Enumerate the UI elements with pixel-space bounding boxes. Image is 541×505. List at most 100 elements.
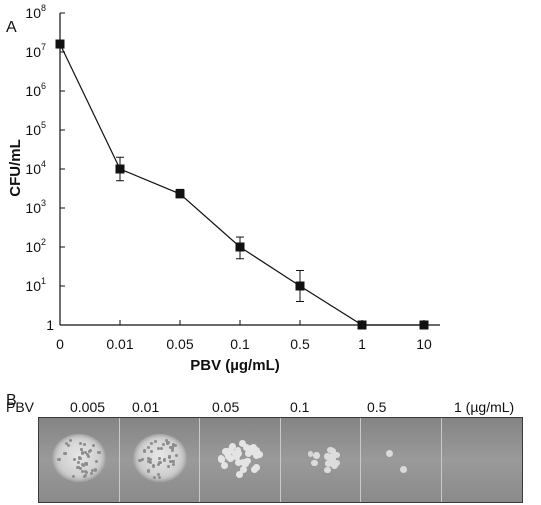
lawn-texture-dot (146, 446, 150, 450)
bacterial-lawn (132, 434, 187, 482)
colony (239, 440, 247, 448)
series-line (59, 43, 424, 326)
lawn-texture-dot (152, 464, 156, 468)
lawn-texture-dot (166, 441, 170, 445)
x-tick-label: 0.01 (106, 336, 133, 352)
x-tick-label: 10 (416, 336, 432, 352)
lawn-texture-dot (148, 457, 153, 461)
lawn-texture-dot (157, 475, 161, 479)
plate-cell (39, 418, 120, 502)
plate-panel: B PBV 0.005 0.01 0.05 0.1 0.5 1 (µg/mL) (0, 392, 541, 505)
lawn-texture-dot (97, 451, 101, 455)
lawn-texture-dot (137, 458, 141, 463)
lawn-texture-dot (78, 466, 82, 470)
lawn-texture-dot (94, 459, 99, 464)
lawn-texture-dot (78, 456, 82, 460)
colony (217, 454, 225, 462)
lawn-texture-dot (147, 457, 151, 461)
data-point (55, 39, 65, 49)
plate-row-label: PBV (6, 399, 35, 415)
colony (325, 460, 333, 467)
lawn-texture-dot (161, 442, 166, 447)
colony (399, 465, 407, 473)
colony (234, 450, 242, 458)
lawn-texture-dot (162, 458, 166, 462)
lawn-texture-dot (65, 441, 69, 445)
lawn-texture-dot (149, 442, 153, 446)
lawn-texture-dot (80, 450, 84, 455)
lawn-texture-dot (93, 468, 98, 472)
data-point (419, 320, 429, 330)
colony (308, 451, 314, 457)
x-tick-label: 0.1 (230, 336, 250, 352)
concentration-label: 1 (µg/mL) (454, 399, 515, 415)
lawn-texture-dot (173, 444, 178, 448)
lawn-texture-dot (80, 469, 85, 474)
colony (240, 465, 247, 473)
lawn-texture-dot (76, 461, 81, 465)
y-tick-label: 1 (46, 317, 54, 333)
colony (333, 451, 340, 459)
colony (250, 465, 258, 473)
x-ticks: 0 0.01 0.05 0.1 0.5 1 10 (56, 320, 432, 352)
lawn-texture-dot (91, 444, 95, 448)
bacterial-lawn (52, 434, 107, 482)
lawn-texture-dot (78, 441, 82, 445)
concentration-label: 0.5 (367, 399, 387, 415)
lawn-texture-dot (79, 447, 83, 452)
colony (385, 449, 393, 457)
lawn-texture-dot (82, 474, 86, 478)
lawn-texture-dot (87, 450, 91, 454)
lawn-texture-dot (140, 458, 144, 462)
lawn-texture-dot (85, 453, 89, 457)
x-axis-label: PBV (µg/mL) (190, 357, 279, 374)
colony (313, 452, 320, 460)
x-tick-label: 1 (358, 336, 366, 352)
colony (324, 466, 331, 474)
data-point (115, 164, 125, 174)
colony (235, 470, 243, 478)
lawn-texture-dot (69, 439, 73, 443)
colony (324, 453, 331, 460)
lawn-texture-dot (66, 443, 71, 447)
colony (232, 453, 240, 461)
agar-plate (38, 417, 523, 503)
panel-a-label: A (6, 19, 17, 36)
lawn-texture-dot (156, 462, 161, 467)
colony (329, 448, 337, 455)
lawn-texture-dot (164, 438, 168, 442)
lawn-texture-dot (91, 468, 95, 473)
colony (245, 449, 253, 457)
colony (256, 451, 264, 458)
lawn-texture-dot (169, 446, 173, 450)
y-tick-label: 101 (25, 276, 46, 294)
y-tick-label: 106 (25, 81, 46, 99)
lawn-texture-dot (171, 448, 175, 452)
y-tick-label: 108 (25, 3, 46, 21)
colony (252, 451, 260, 459)
lawn-texture-dot (158, 461, 162, 465)
lawn-texture-dot (159, 446, 163, 450)
lawn-texture-dot (150, 449, 154, 453)
lawn-texture-dot (142, 449, 147, 453)
lawn-texture-dot (157, 457, 162, 461)
lawn-texture-dot (153, 440, 157, 444)
lawn-texture-dot (56, 458, 60, 462)
plate-cell (361, 418, 442, 502)
colony (311, 459, 318, 467)
x-tick-label: 0 (56, 336, 64, 352)
lawn-texture-dot (83, 442, 87, 446)
lawn-texture-dot (156, 446, 160, 450)
lawn-texture-dot (148, 460, 152, 464)
plate-cell (200, 418, 281, 502)
colony (249, 448, 257, 456)
lawn-texture-dot (84, 462, 88, 466)
plate-cell (120, 418, 200, 502)
y-tick-label: 104 (25, 159, 46, 177)
y-tick-label: 105 (25, 120, 46, 138)
lawn-texture-dot (84, 471, 89, 475)
lawn-texture-dot (63, 451, 68, 455)
concentration-label: 0.05 (212, 399, 240, 415)
lawn-texture-dot (168, 459, 172, 464)
